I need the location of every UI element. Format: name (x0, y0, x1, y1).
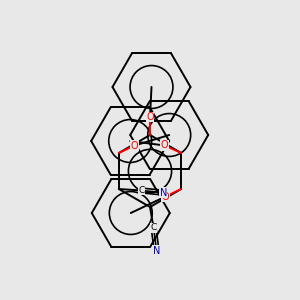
Text: O: O (146, 112, 154, 122)
Text: O: O (131, 140, 139, 151)
Text: O: O (161, 140, 169, 151)
Text: C: C (151, 224, 157, 232)
Text: N: N (153, 245, 160, 256)
Text: C: C (138, 186, 144, 195)
Text: N: N (160, 188, 167, 198)
Text: O: O (162, 191, 170, 202)
